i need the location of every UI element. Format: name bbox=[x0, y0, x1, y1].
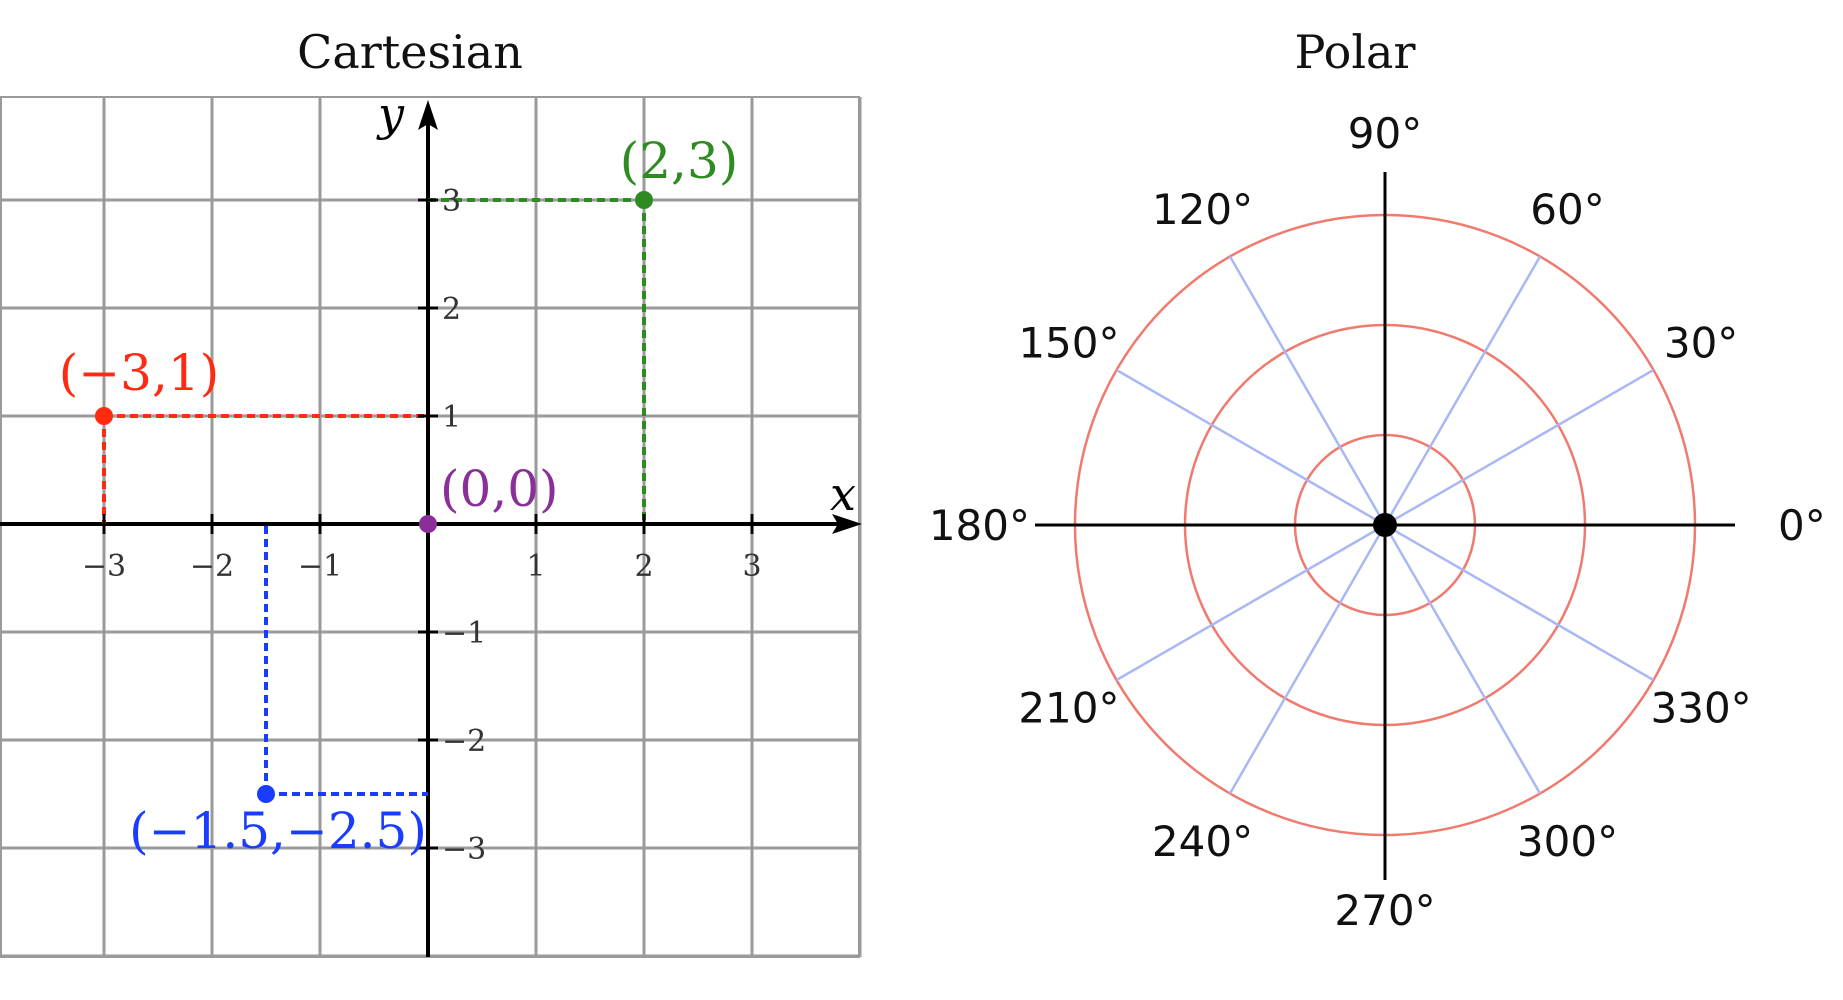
angle-label: 330° bbox=[1651, 684, 1752, 733]
polar-origin bbox=[1373, 513, 1397, 537]
y-tick-label: −2 bbox=[442, 724, 486, 759]
polar-rays bbox=[1115, 255, 1655, 795]
y-axis-label: y bbox=[376, 87, 405, 141]
point-label: (−1.5,−2.5) bbox=[129, 802, 427, 860]
point-label: (2,3) bbox=[620, 132, 739, 190]
y-tick-label: −3 bbox=[442, 832, 486, 867]
polar-axes bbox=[1035, 172, 1735, 880]
x-axis-label: x bbox=[830, 467, 856, 521]
x-axis-arrow bbox=[832, 514, 862, 534]
x-tick-label: −3 bbox=[82, 549, 126, 584]
coordinate-guides bbox=[102, 198, 646, 796]
x-tick-label: −1 bbox=[298, 549, 342, 584]
y-axis-arrow bbox=[418, 100, 438, 130]
angle-label: 300° bbox=[1517, 817, 1618, 866]
point-marker bbox=[419, 515, 437, 533]
angle-label: 150° bbox=[1018, 319, 1119, 368]
angle-label: 270° bbox=[1334, 886, 1435, 935]
polar-ray bbox=[1383, 524, 1542, 795]
cartesian-points: (2,3) (−3,1) (0,0) (−1.5,−2.5) bbox=[59, 132, 738, 860]
x-tick-label: 1 bbox=[526, 549, 545, 584]
cartesian-tick-labels: −3 −2 −1 1 2 3 3 2 1 −1 −2 −3 bbox=[82, 184, 762, 867]
polar-ray bbox=[1384, 368, 1655, 527]
angle-label: 120° bbox=[1152, 185, 1253, 234]
angle-label: 90° bbox=[1348, 109, 1422, 158]
cartesian-plane: x y −3 −2 −1 1 2 3 3 2 1 −1 −2 −3 (2,3) (−3,1) (0,0) (−… bbox=[0, 87, 862, 958]
y-tick-label: −1 bbox=[442, 616, 486, 651]
polar-angle-labels: 0° 30° 60° 90° 120° 150° 180° 210° 240° 270° 300° 3… bbox=[929, 109, 1826, 935]
x-tick-label: −2 bbox=[190, 549, 234, 584]
point-marker bbox=[635, 191, 653, 209]
angle-label: 0° bbox=[1778, 501, 1826, 550]
polar-ray bbox=[1228, 524, 1387, 795]
y-tick-label: 2 bbox=[442, 292, 461, 327]
angle-label: 210° bbox=[1018, 684, 1119, 733]
polar-ray bbox=[1383, 255, 1542, 526]
angle-label: 240° bbox=[1152, 817, 1253, 866]
angle-label: 180° bbox=[929, 501, 1030, 550]
point-label: (−3,1) bbox=[59, 344, 219, 402]
angle-label: 60° bbox=[1530, 185, 1604, 234]
x-tick-label: 2 bbox=[634, 549, 653, 584]
polar-plane: 0° 30° 60° 90° 120° 150° 180° 210° 240° 270° 300° 3… bbox=[929, 109, 1826, 935]
x-tick-label: 3 bbox=[742, 549, 761, 584]
polar-ray bbox=[1384, 523, 1655, 682]
point-label: (0,0) bbox=[440, 460, 559, 518]
polar-ray bbox=[1115, 523, 1386, 682]
polar-ray bbox=[1228, 255, 1387, 526]
point-marker bbox=[95, 407, 113, 425]
y-tick-label: 1 bbox=[442, 400, 461, 435]
angle-label: 30° bbox=[1664, 319, 1738, 368]
cartesian-title: Cartesian bbox=[297, 25, 523, 79]
polar-ray bbox=[1115, 368, 1386, 527]
point-marker bbox=[257, 785, 275, 803]
polar-title: Polar bbox=[1294, 25, 1416, 79]
y-tick-label: 3 bbox=[442, 184, 461, 219]
